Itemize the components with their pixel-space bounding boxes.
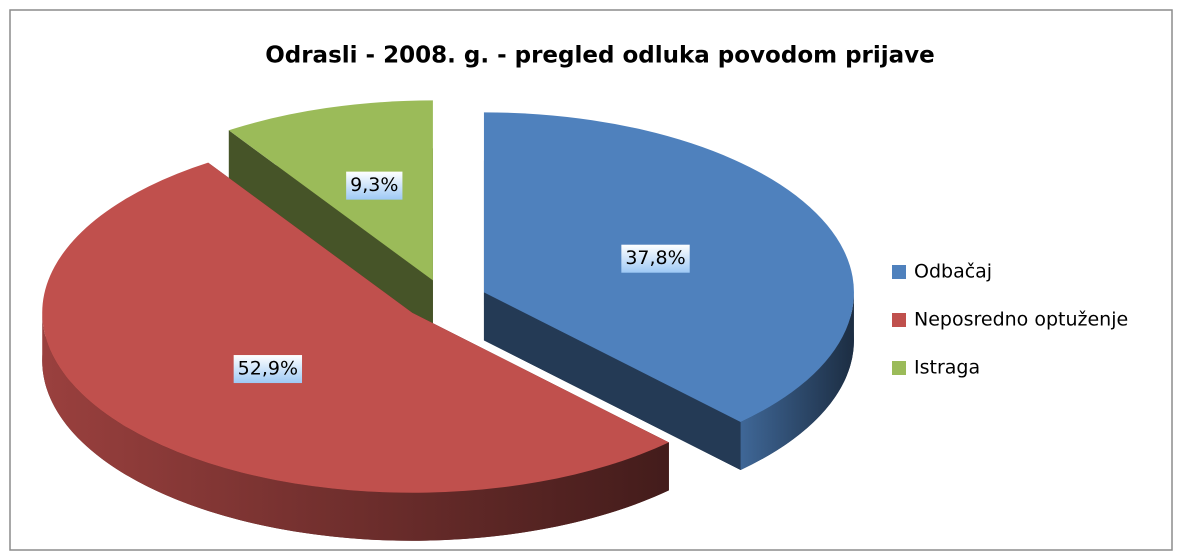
pie-slice-group [42,162,669,541]
data-label: 52,9% [238,358,298,380]
slice-radial-wall [228,130,433,329]
legend-swatch [892,313,906,327]
data-label-box [621,244,690,273]
legend-swatch [892,361,906,375]
data-label-box [346,171,403,200]
data-label-box [233,355,303,384]
pie-slice [42,162,669,493]
slice-outer-wall [740,292,854,471]
legend-label: Neposredno optuženje [914,309,1128,331]
pie-slice [228,100,433,281]
legend-label: Istraga [914,357,980,379]
legend-swatch [892,265,906,279]
data-label: 37,8% [625,247,685,269]
slice-outer-wall [42,312,669,541]
chart-title: Odrasli - 2008. g. - pregled odluka povo… [265,43,935,69]
legend-label: Odbačaj [914,261,992,283]
slice-radial-wall [483,292,741,471]
data-label: 9,3% [350,174,398,196]
